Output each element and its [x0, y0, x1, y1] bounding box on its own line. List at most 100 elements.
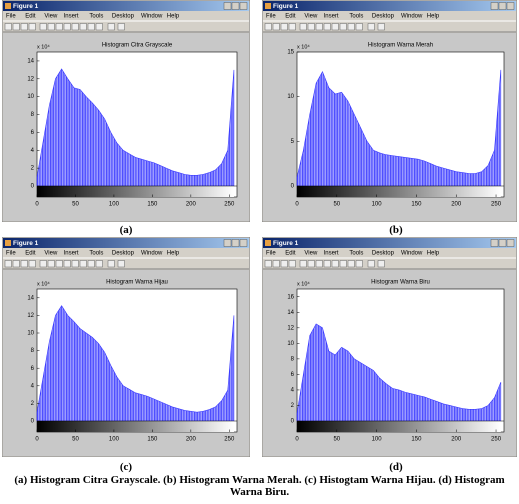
axis-exponent: x 10⁴ [37, 43, 50, 50]
x-tick-label: 250 [224, 202, 235, 208]
toolbar-icon [28, 23, 36, 31]
axis-exponent: x 10⁴ [297, 280, 310, 287]
menu-item: Desktop [112, 14, 135, 20]
figure-window: Figure 1 File Edit View Insert Tools Desktop Wi… [2, 0, 250, 222]
colorbar [37, 421, 234, 432]
y-tick-label: 0 [31, 419, 35, 425]
toolbar-icon [47, 260, 55, 268]
toolbar-icon [347, 260, 355, 268]
y-tick-label: 12 [287, 325, 294, 331]
menu-item: View [304, 14, 318, 20]
toolbar-icon [63, 23, 71, 31]
histogram [296, 69, 502, 187]
toolbar-icon [339, 23, 347, 31]
menu-item: Edit [285, 14, 296, 20]
y-tick-label: 8 [31, 112, 35, 118]
menu-item: Insert [64, 251, 79, 257]
toolbar-icon [95, 23, 103, 31]
menu-item: Window [401, 14, 423, 20]
toolbar-icon [367, 23, 375, 31]
window-button [239, 239, 248, 247]
y-tick-label: 0 [31, 184, 35, 190]
toolbar-icon [107, 23, 115, 31]
window-button [498, 239, 507, 247]
x-tick-label: 200 [451, 437, 462, 443]
x-tick-label: 200 [186, 437, 197, 443]
x-tick-label: 100 [109, 437, 120, 443]
y-tick-label: 12 [27, 313, 34, 319]
toolbar-icon [47, 23, 55, 31]
x-tick-label: 0 [295, 202, 299, 208]
toolbar-icon [4, 23, 12, 31]
menu-item: Edit [285, 251, 296, 257]
toolbar-icon [339, 260, 347, 268]
y-tick-label: 10 [27, 94, 34, 100]
window-title: Figure 1 [13, 240, 39, 247]
menu-item: Window [401, 251, 423, 257]
y-tick-label: 15 [287, 50, 294, 56]
toolbar-icon [87, 23, 95, 31]
toolbar-icon [79, 23, 87, 31]
menu-item: Help [167, 14, 180, 20]
toolbar-icon [355, 23, 363, 31]
y-tick-label: 10 [287, 94, 294, 100]
toolbar-icon [264, 23, 272, 31]
menu-item: Tools [89, 251, 103, 257]
toolbar-icon [299, 23, 307, 31]
toolbar-icon [315, 23, 323, 31]
toolbar-icon [280, 23, 288, 31]
y-tick-label: 10 [287, 341, 294, 347]
x-tick-label: 50 [333, 202, 340, 208]
toolbar-icon [355, 260, 363, 268]
y-tick-label: 12 [27, 76, 34, 82]
y-tick-label: 14 [287, 310, 294, 316]
panel-label: (b) [389, 224, 403, 236]
y-tick-label: 5 [291, 139, 295, 145]
x-tick-label: 100 [372, 202, 383, 208]
toolbar-icon [288, 23, 296, 31]
chart-title: Histogram Warna Biru [371, 280, 430, 286]
y-tick-label: 4 [31, 148, 35, 154]
chart-title: Histogram Warna Merah [368, 43, 433, 49]
menu-item: Edit [25, 251, 36, 257]
toolbar-icon [107, 260, 115, 268]
colorbar [297, 421, 501, 432]
toolbar-icon [288, 260, 296, 268]
axis-exponent: x 10⁴ [297, 43, 310, 50]
window-title: Figure 1 [273, 3, 299, 10]
x-tick-label: 50 [72, 202, 79, 208]
x-tick-label: 250 [491, 202, 502, 208]
x-tick-label: 150 [411, 437, 422, 443]
toolbar-icon [315, 260, 323, 268]
toolbar-icon [20, 23, 28, 31]
x-tick-label: 50 [72, 437, 79, 443]
menu-item: View [304, 251, 318, 257]
toolbar-icon [264, 260, 272, 268]
window-title: Figure 1 [13, 3, 39, 10]
x-tick-label: 0 [295, 437, 299, 443]
menu-item: Tools [349, 14, 363, 20]
menu-item: Insert [324, 251, 339, 257]
toolbar-icon [307, 260, 315, 268]
y-tick-label: 6 [31, 366, 35, 372]
toolbar-icon [79, 260, 87, 268]
window-button [498, 2, 507, 10]
toolbar-icon [272, 23, 280, 31]
toolbar-icon [377, 23, 385, 31]
menu-item: Help [427, 14, 440, 20]
y-tick-label: 2 [31, 166, 35, 172]
x-tick-label: 100 [109, 202, 120, 208]
menu-item: Window [141, 251, 163, 257]
toolbar-icon [95, 260, 103, 268]
histogram [296, 323, 502, 422]
toolbar-icon [323, 260, 331, 268]
window-icon [265, 3, 271, 9]
axis-exponent: x 10⁴ [37, 280, 50, 287]
x-tick-label: 200 [186, 202, 197, 208]
figure-window: Figure 1 File Edit View Insert Tools Desktop Wi… [2, 237, 250, 457]
title-bar [3, 238, 249, 248]
menu-item: View [44, 14, 58, 20]
figure-window: Figure 1 File Edit View Insert Tools Desktop Wi… [262, 237, 517, 457]
colorbar [37, 186, 234, 197]
menu-item: Help [427, 251, 440, 257]
